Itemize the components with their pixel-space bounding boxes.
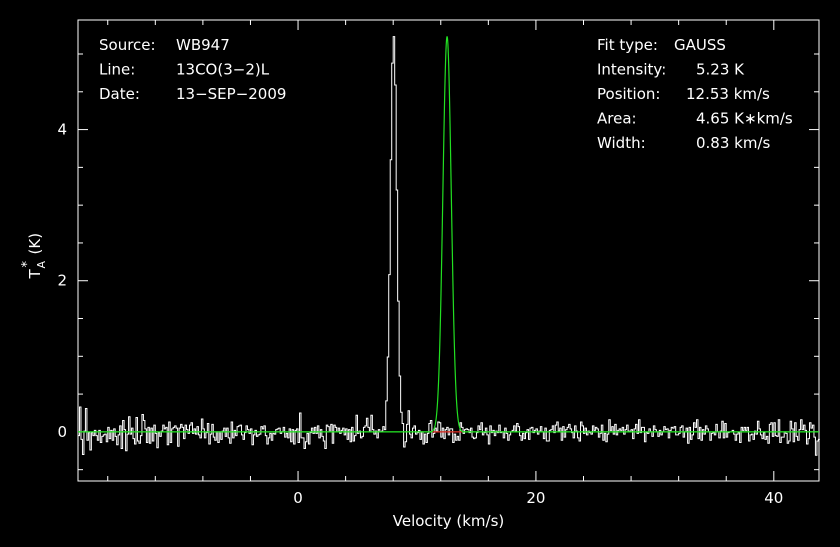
y-axis-label: T A * (K) [20,233,48,280]
y-tick-label: 4 [57,121,67,139]
header-key: Fit type: [597,36,658,54]
header-key: Intensity: [597,61,666,79]
y-axis-label-subscript: A [35,261,48,269]
x-tick-label: 40 [764,489,783,507]
header-value: 13CO(3−2)L [176,61,270,79]
y-axis-label-main: T [26,269,44,280]
header-value: WB947 [176,36,230,54]
header-value: 5.23 K [696,61,745,79]
tick-labels: 0 20 40 0 2 4 [57,121,783,507]
header-right: Fit type: GAUSS Intensity: 5.23 K Position: 1… [597,36,793,152]
x-axis-label: Velocity (km/s) [393,512,504,530]
series-group [78,36,820,456]
y-axis-label-superscript: * [20,261,35,268]
plot-frame [77,19,820,482]
gaussian-fit-curve [78,36,819,433]
header-key: Area: [597,110,637,128]
header-value: 4.65 K∗km/s [696,110,793,128]
axis-ticks [78,20,819,481]
header-key: Line: [99,61,135,79]
header-key: Date: [99,85,140,103]
header-key: Source: [99,36,156,54]
y-tick-label: 0 [57,423,67,441]
y-tick-label: 2 [57,272,67,290]
x-tick-label: 0 [293,489,303,507]
header-value: 0.83 km/s [696,134,771,152]
header-value: 13−SEP−2009 [176,85,286,103]
header-value: 12.53 km/s [686,85,770,103]
header-value: GAUSS [674,36,726,54]
spectrum-line [78,36,820,456]
header-left: Source: WB947 Line: 13CO(3−2)L Date: 13−SEP−2… [99,36,286,103]
y-axis-label-unit: (K) [26,233,44,255]
header-key: Position: [597,85,660,103]
header-key: Width: [597,134,646,152]
x-tick-label: 20 [526,489,545,507]
